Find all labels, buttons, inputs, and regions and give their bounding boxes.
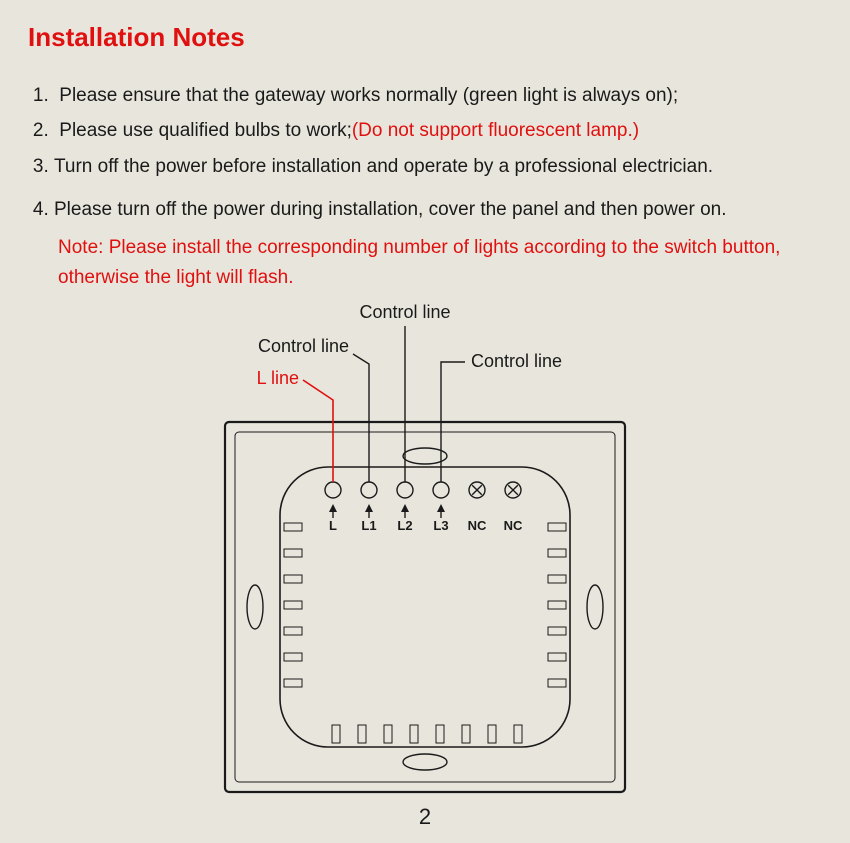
svg-text:NC: NC [468, 518, 487, 533]
svg-text:Control line: Control line [258, 336, 349, 356]
notes-list: Please ensure that the gateway works nor… [28, 81, 822, 225]
svg-text:L line: L line [257, 368, 299, 388]
wiring-diagram: L L1 L2 L3 NC NC Control line Control line Contr… [28, 302, 822, 802]
note-3-text: Turn off the power before installation a… [54, 156, 713, 177]
note-2-red: (Do not support fluorescent lamp.) [352, 120, 639, 141]
note-item-2: Please use qualified bulbs to work;(Do n… [54, 116, 822, 145]
page-number: 2 [28, 804, 822, 830]
svg-text:Control line: Control line [471, 351, 562, 371]
svg-text:L3: L3 [433, 518, 448, 533]
svg-text:Control line: Control line [359, 302, 450, 322]
note-item-4: Please turn off the power during install… [54, 195, 822, 224]
svg-text:L: L [329, 518, 337, 533]
note-item-1: Please ensure that the gateway works nor… [54, 81, 822, 110]
svg-text:L2: L2 [397, 518, 412, 533]
note-1-text: Please ensure that the gateway works nor… [59, 85, 678, 106]
svg-text:L1: L1 [361, 518, 376, 533]
svg-text:NC: NC [504, 518, 523, 533]
note-item-3: Turn off the power before installation a… [54, 152, 822, 181]
page-title: Installation Notes [28, 22, 822, 53]
warning-note: Note: Please install the corresponding n… [58, 233, 822, 294]
note-2-text: Please use qualified bulbs to work; [59, 120, 352, 141]
note-4-text: Please turn off the power during install… [54, 199, 726, 220]
